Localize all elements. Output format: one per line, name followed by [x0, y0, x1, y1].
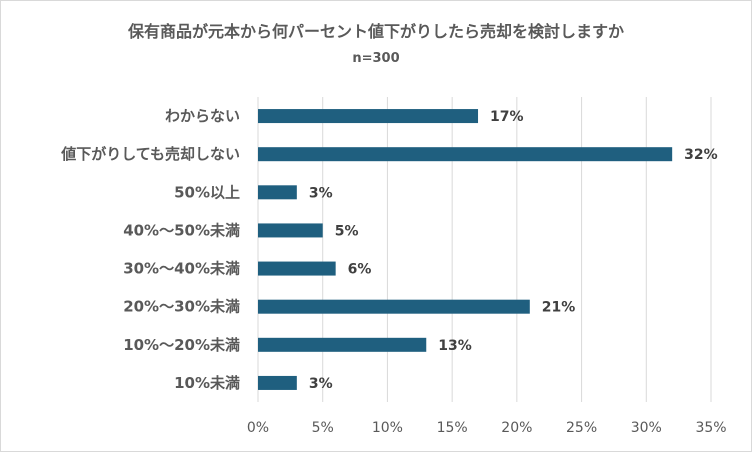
x-tick-label: 15% [437, 420, 468, 436]
x-tick-label: 20% [501, 420, 532, 436]
category-label: 20%～30%未満 [123, 298, 240, 316]
x-tick-label: 35% [695, 420, 726, 436]
category-label: わからない [165, 107, 240, 125]
category-label: 値下がりしても売却しない [60, 145, 240, 163]
labels: 0% 5% 10% 15% 20% 25% 30% 35% わからない 17% 値下がりしても売却し… [60, 107, 726, 436]
bar [258, 375, 297, 390]
x-tick-label: 10% [372, 420, 403, 436]
category-label: 40%～50%未満 [123, 221, 240, 239]
x-tick-label: 5% [312, 420, 334, 436]
bar [258, 185, 297, 200]
category-label: 30%～40%未満 [123, 260, 240, 278]
data-label: 3% [309, 185, 333, 201]
bar [258, 147, 673, 162]
data-label: 17% [490, 109, 524, 125]
bar [258, 223, 323, 238]
x-tick-label: 0% [247, 420, 269, 436]
bar [258, 109, 479, 124]
data-label: 21% [542, 300, 576, 316]
data-label: 6% [348, 262, 372, 278]
data-label: 13% [438, 338, 472, 354]
x-tick-label: 25% [566, 420, 597, 436]
data-label: 32% [684, 147, 718, 163]
gridlines [257, 97, 712, 402]
category-label: 50%以上 [174, 183, 240, 201]
bars [258, 109, 673, 390]
bar [258, 337, 427, 352]
bar [258, 261, 336, 276]
chart-title: 保有商品が元本から何パーセント値下がりしたら売却を検討しますか [127, 22, 624, 41]
bar [258, 299, 530, 314]
category-label: 10%～20%未満 [123, 336, 240, 354]
category-label: 10%未満 [174, 374, 240, 392]
data-label: 3% [309, 376, 333, 392]
data-label: 5% [335, 223, 359, 239]
x-tick-label: 30% [631, 420, 662, 436]
chart-subtitle: n=300 [352, 51, 400, 66]
